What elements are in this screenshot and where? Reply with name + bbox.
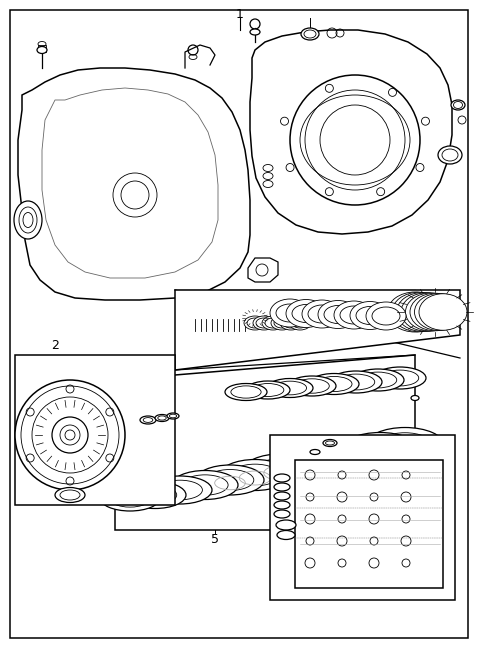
Ellipse shape	[334, 301, 374, 329]
Ellipse shape	[37, 47, 47, 53]
Ellipse shape	[124, 482, 186, 508]
Ellipse shape	[374, 367, 426, 389]
Ellipse shape	[268, 448, 342, 482]
Ellipse shape	[438, 146, 462, 164]
Ellipse shape	[289, 316, 311, 330]
Ellipse shape	[411, 395, 419, 400]
Ellipse shape	[14, 201, 42, 239]
Polygon shape	[250, 30, 452, 234]
Ellipse shape	[274, 492, 290, 500]
Ellipse shape	[301, 28, 319, 40]
Ellipse shape	[419, 294, 467, 330]
Ellipse shape	[262, 316, 284, 330]
Ellipse shape	[288, 376, 336, 396]
Ellipse shape	[310, 450, 320, 454]
Circle shape	[15, 380, 125, 490]
Ellipse shape	[323, 439, 337, 447]
Text: 2: 2	[51, 339, 59, 352]
Ellipse shape	[267, 378, 313, 398]
Ellipse shape	[286, 300, 326, 328]
Polygon shape	[115, 355, 415, 530]
Ellipse shape	[410, 293, 460, 331]
Ellipse shape	[350, 302, 390, 330]
Ellipse shape	[250, 29, 260, 35]
Ellipse shape	[318, 300, 358, 328]
Circle shape	[290, 75, 420, 205]
Ellipse shape	[253, 316, 275, 330]
Polygon shape	[175, 290, 460, 370]
Ellipse shape	[352, 369, 404, 391]
Ellipse shape	[270, 299, 310, 327]
Text: 1: 1	[236, 8, 244, 21]
Ellipse shape	[309, 374, 359, 395]
Text: 5: 5	[211, 533, 219, 546]
Bar	[270, 435, 455, 600]
Text: 4: 4	[381, 419, 389, 432]
Ellipse shape	[451, 100, 465, 110]
Ellipse shape	[140, 416, 156, 424]
Ellipse shape	[366, 302, 406, 330]
Ellipse shape	[401, 292, 453, 332]
Ellipse shape	[100, 485, 160, 511]
Ellipse shape	[406, 293, 456, 331]
Ellipse shape	[172, 471, 238, 499]
Ellipse shape	[366, 428, 444, 463]
Ellipse shape	[263, 181, 273, 187]
Ellipse shape	[316, 437, 394, 473]
Ellipse shape	[244, 316, 266, 330]
Ellipse shape	[392, 292, 446, 332]
Ellipse shape	[220, 460, 290, 491]
Ellipse shape	[155, 415, 169, 421]
Ellipse shape	[277, 530, 295, 540]
Ellipse shape	[341, 432, 419, 467]
Text: 3: 3	[278, 340, 286, 353]
Ellipse shape	[246, 381, 290, 399]
Ellipse shape	[263, 164, 273, 172]
Ellipse shape	[196, 465, 264, 495]
Bar	[295, 460, 443, 588]
Ellipse shape	[244, 454, 316, 486]
Ellipse shape	[396, 292, 449, 332]
Ellipse shape	[274, 510, 290, 518]
Bar	[15, 355, 175, 505]
Ellipse shape	[274, 501, 290, 509]
Ellipse shape	[280, 316, 302, 330]
Ellipse shape	[225, 384, 267, 400]
Polygon shape	[18, 68, 250, 300]
Ellipse shape	[415, 294, 464, 330]
Ellipse shape	[387, 292, 443, 332]
Ellipse shape	[263, 172, 273, 179]
Ellipse shape	[330, 371, 382, 393]
Ellipse shape	[148, 476, 212, 504]
Ellipse shape	[276, 520, 296, 530]
Ellipse shape	[274, 474, 290, 482]
Ellipse shape	[271, 316, 293, 330]
Polygon shape	[248, 258, 278, 282]
Ellipse shape	[274, 483, 290, 491]
Ellipse shape	[55, 488, 85, 502]
Ellipse shape	[167, 413, 179, 419]
Ellipse shape	[292, 443, 368, 477]
Ellipse shape	[302, 300, 342, 328]
